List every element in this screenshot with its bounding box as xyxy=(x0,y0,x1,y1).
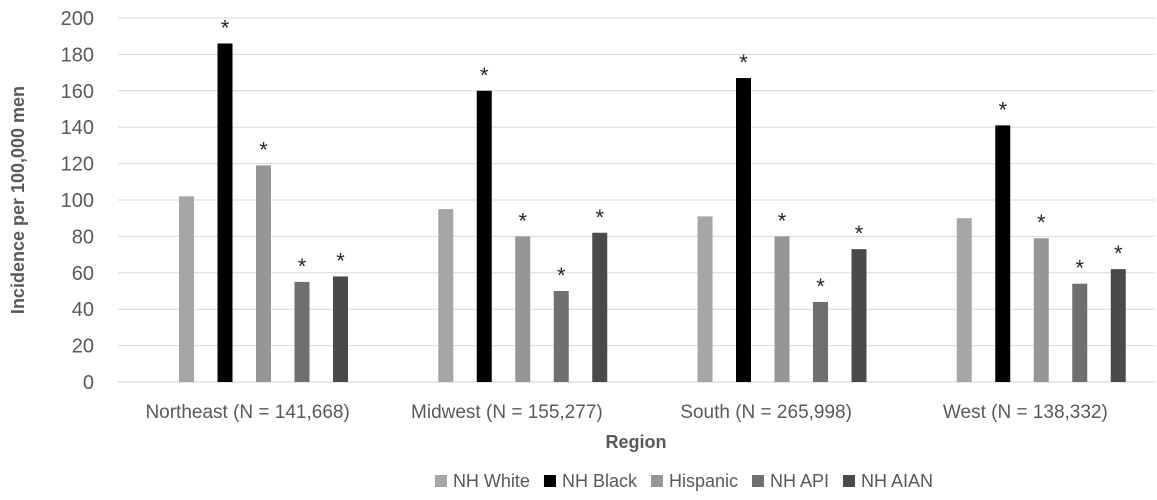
y-axis-title: Incidence per 100,000 men xyxy=(8,86,28,314)
x-category-label: Northeast (N = 141,668) xyxy=(145,402,349,423)
legend-swatch xyxy=(843,475,856,487)
significance-mark: * xyxy=(1037,210,1046,235)
bars xyxy=(179,43,1126,383)
x-category-label: South (N = 265,998) xyxy=(680,402,852,423)
legend-label: Hispanic xyxy=(669,471,738,491)
significance-marks: * * * * * * * * * * * * * * * * xyxy=(221,15,1123,298)
bar xyxy=(476,90,492,383)
bar xyxy=(553,291,569,382)
significance-mark: * xyxy=(739,50,748,75)
bar xyxy=(592,232,608,382)
significance-mark: * xyxy=(816,274,825,299)
legend-label: NH Black xyxy=(562,471,638,491)
legend: NH White NH Black Hispanic NH API NH AIAN xyxy=(434,471,933,491)
legend-label: NH AIAN xyxy=(861,471,933,491)
significance-mark: * xyxy=(855,221,864,246)
bar xyxy=(1072,283,1088,382)
significance-mark: * xyxy=(778,208,787,233)
y-tick-label: 160 xyxy=(61,81,94,103)
bar xyxy=(217,43,233,382)
legend-label: NH API xyxy=(770,471,829,491)
bar xyxy=(813,301,828,382)
bar xyxy=(1110,269,1126,382)
y-tick-label: 0 xyxy=(83,372,94,394)
y-tick-label: 140 xyxy=(61,117,94,139)
y-tick-label: 100 xyxy=(61,190,94,212)
bar xyxy=(515,236,531,382)
significance-mark: * xyxy=(480,63,489,88)
y-tick-label: 40 xyxy=(72,299,94,321)
significance-mark: * xyxy=(557,263,566,288)
bar xyxy=(333,276,348,382)
bar xyxy=(438,209,454,382)
legend-label: NH White xyxy=(453,471,530,491)
bar xyxy=(956,218,972,382)
legend-swatch xyxy=(434,475,447,487)
bar xyxy=(697,216,713,382)
legend-swatch xyxy=(543,475,556,487)
bar xyxy=(1033,238,1049,382)
y-axis-ticks: 0 20 40 60 80 100 120 140 160 180 200 xyxy=(61,8,94,394)
y-tick-label: 200 xyxy=(61,8,94,30)
bar xyxy=(774,236,790,382)
significance-mark: * xyxy=(518,208,527,233)
bar xyxy=(179,196,194,382)
significance-mark: * xyxy=(1114,241,1123,266)
bar xyxy=(256,165,271,382)
legend-swatch xyxy=(650,475,663,487)
significance-mark: * xyxy=(259,137,268,162)
significance-mark: * xyxy=(336,248,345,273)
y-tick-label: 60 xyxy=(72,263,94,285)
x-axis-categories: Northeast (N = 141,668) Midwest (N = 155,… xyxy=(145,402,1107,423)
x-category-label: West (N = 138,332) xyxy=(943,402,1108,423)
y-tick-label: 80 xyxy=(72,226,94,248)
y-tick-label: 20 xyxy=(72,336,94,358)
legend-swatch xyxy=(752,475,764,487)
bar xyxy=(294,281,310,382)
bar xyxy=(851,249,867,382)
significance-mark: * xyxy=(298,254,307,279)
significance-mark: * xyxy=(998,97,1007,122)
significance-mark: * xyxy=(595,205,604,230)
bar xyxy=(995,125,1011,382)
y-tick-label: 180 xyxy=(61,44,94,66)
x-axis-title: Region xyxy=(606,432,667,452)
bar xyxy=(736,78,751,382)
y-tick-label: 120 xyxy=(61,154,94,176)
significance-mark: * xyxy=(1075,256,1084,281)
significance-mark: * xyxy=(221,15,230,40)
gridlines xyxy=(118,17,1155,383)
x-category-label: Midwest (N = 155,277) xyxy=(411,402,603,423)
